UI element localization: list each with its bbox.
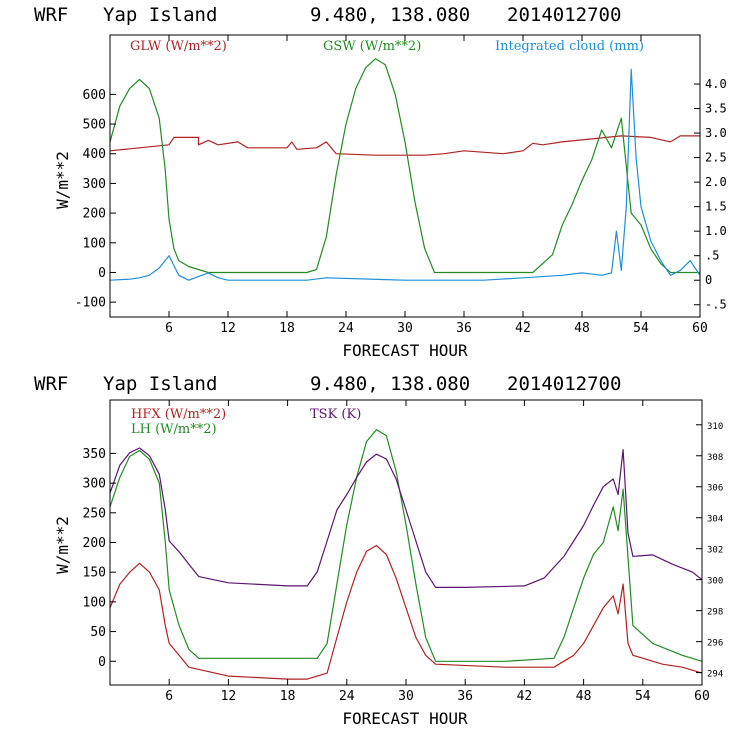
- y-tick-label: 600: [83, 88, 106, 103]
- axes: 6 12 18 24 30 36 42 48 54 60 0 50 100 150 200 250 300 350…: [83, 400, 723, 704]
- plot-frame: [109, 34, 701, 318]
- header-location: Yap Island: [103, 4, 217, 26]
- y2-tick-label: 296: [707, 639, 723, 649]
- x-axis-label: FORECAST HOUR: [342, 709, 468, 728]
- plot-area: [109, 58, 701, 281]
- axes: 6 12 18 24 30 36 42 48 54 60 -100 0 100 200 300 400 500 6…: [75, 35, 727, 336]
- x-tick-label: 24: [338, 321, 354, 336]
- header-init-time: 2014012700: [507, 373, 621, 395]
- x-tick-label: 30: [398, 689, 414, 704]
- header-location: Yap Island: [103, 373, 217, 395]
- header-coords: 9.480, 138.080: [310, 373, 470, 395]
- plot-area: [109, 429, 703, 680]
- y-tick-label: 400: [83, 147, 106, 162]
- x-tick-label: 18: [279, 321, 295, 336]
- header-coords: 9.480, 138.080: [310, 4, 470, 26]
- series-line-2: [109, 429, 703, 662]
- x-tick-label: 6: [165, 689, 173, 704]
- y2-tick-label: 1.0: [705, 224, 727, 238]
- y-axis-label: W/m**2: [53, 516, 72, 574]
- y2-tick-label: 1.5: [705, 200, 727, 214]
- y-tick-label: 300: [83, 177, 106, 192]
- y-tick-label: -100: [75, 296, 106, 311]
- plot-frame: [109, 399, 703, 686]
- x-tick-label: 12: [221, 689, 237, 704]
- legend-glw: GLW (W/m**2): [130, 39, 227, 54]
- y-tick-label: 150: [83, 566, 106, 581]
- x-tick-label: 12: [220, 321, 236, 336]
- legend-lh: LH (W/m**2): [131, 422, 217, 437]
- x-tick-label: 54: [633, 321, 649, 336]
- y-tick-label: 250: [83, 506, 106, 521]
- y2-tick-label: 308: [707, 453, 723, 463]
- y-tick-label: 500: [83, 118, 106, 133]
- y2-tick-label: 2.5: [705, 151, 727, 165]
- series-line-1: [109, 135, 700, 156]
- x-tick-label: 6: [165, 321, 173, 336]
- y2-tick-label: -.5: [705, 298, 727, 312]
- x-tick-label: 36: [456, 321, 472, 336]
- y-tick-label: 300: [83, 477, 106, 492]
- x-tick-label: 24: [339, 689, 355, 704]
- y2-tick-label: 3.5: [705, 102, 727, 116]
- y2-tick-label: 2.0: [705, 175, 727, 189]
- y2-tick-label: 3.0: [705, 126, 727, 140]
- x-tick-label: 42: [517, 689, 533, 704]
- y-tick-label: 50: [90, 625, 106, 640]
- x-tick-label: 60: [692, 321, 708, 336]
- header-model: WRF: [34, 4, 68, 26]
- x-tick-label: 54: [635, 689, 651, 704]
- x-tick-label: 42: [515, 321, 531, 336]
- y2-tick-label: .5: [705, 249, 719, 263]
- y2-tick-label: 0: [705, 273, 712, 287]
- y-axis-label: W/m**2: [53, 151, 72, 209]
- y-tick-label: 0: [98, 655, 106, 670]
- x-tick-label: 36: [457, 689, 473, 704]
- y2-tick-label: 304: [707, 515, 723, 525]
- x-tick-label: 48: [574, 321, 590, 336]
- y2-tick-label: 298: [707, 608, 723, 618]
- series-line-3: [109, 447, 703, 588]
- x-tick-label: 30: [397, 321, 413, 336]
- y2-tick-label: 310: [707, 422, 723, 432]
- y-tick-label: 200: [83, 536, 106, 551]
- series-line-3: [109, 68, 701, 281]
- header-init-time: 2014012700: [507, 4, 621, 26]
- y2-tick-label: 294: [707, 670, 723, 680]
- legend-gsw: GSW (W/m**2): [323, 39, 421, 54]
- legend-tsk: TSK (K): [310, 407, 361, 422]
- y-tick-label: 350: [83, 447, 106, 462]
- panel-fluxes: WRF Yap Island 9.480, 138.080 2014012700…: [34, 373, 723, 728]
- x-tick-label: 48: [576, 689, 592, 704]
- panel-radiation: WRF Yap Island 9.480, 138.080 2014012700…: [34, 4, 727, 360]
- series-line-1: [109, 544, 703, 680]
- y2-tick-label: 302: [707, 546, 723, 556]
- legend-cloud: Integrated cloud (mm): [495, 39, 644, 54]
- y2-tick-label: 306: [707, 484, 723, 494]
- x-tick-label: 60: [694, 689, 710, 704]
- x-axis-label: FORECAST HOUR: [342, 341, 468, 360]
- legend-hfx: HFX (W/m**2): [131, 407, 226, 422]
- y2-tick-label: 4.0: [705, 77, 727, 91]
- header-model: WRF: [34, 373, 68, 395]
- x-tick-label: 18: [280, 689, 296, 704]
- y2-tick-label: 300: [707, 577, 723, 587]
- series-line-2: [109, 58, 700, 274]
- y-tick-label: 100: [83, 236, 106, 251]
- y-tick-label: 200: [83, 207, 106, 222]
- y-tick-label: 100: [83, 595, 106, 610]
- y-tick-label: 0: [98, 266, 106, 281]
